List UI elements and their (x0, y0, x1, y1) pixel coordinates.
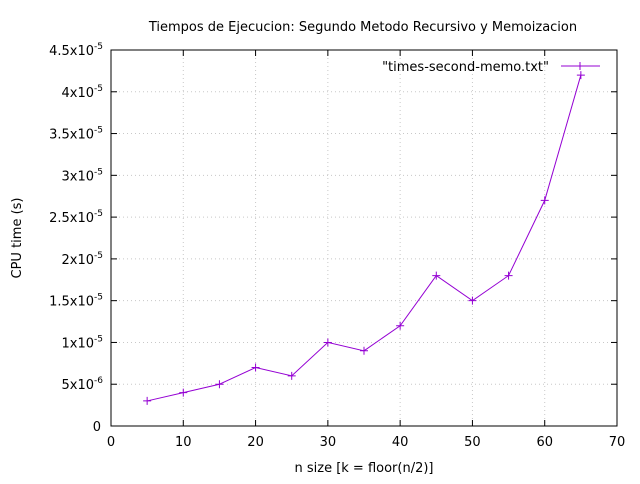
legend: "times-second-memo.txt" (382, 60, 600, 75)
y-tick-mantissa: 1.5x10 (49, 295, 94, 310)
data-point (179, 388, 188, 397)
y-tick-label: 0 (93, 420, 101, 435)
x-tick-label: 10 (175, 435, 192, 450)
data-point (215, 380, 224, 389)
tick-marks (110, 49, 618, 427)
data-point (360, 346, 368, 355)
y-tick-exponent: -5 (94, 84, 103, 94)
data-point (323, 338, 332, 347)
y-tick-exponent: -5 (94, 167, 103, 177)
y-tick-exponent: -5 (94, 42, 103, 52)
y-tick-label: 4.5x10-5 (49, 42, 103, 59)
data-point (504, 271, 513, 280)
y-tick-exponent: -5 (94, 126, 103, 136)
y-tick-mantissa: 2x10 (62, 253, 95, 268)
legend-entry-label: "times-second-memo.txt" (382, 60, 549, 75)
y-tick-exponent: -5 (94, 334, 103, 344)
y-tick-exponent: -6 (94, 376, 103, 386)
data-point (432, 271, 441, 280)
data-point (576, 71, 585, 80)
x-tick-label: 60 (536, 435, 553, 450)
y-tick-mantissa: 0 (93, 420, 101, 435)
y-tick-mantissa: 3.5x10 (49, 128, 94, 143)
x-tick-label: 40 (392, 435, 409, 450)
y-tick-mantissa: 2.5x10 (49, 211, 94, 226)
data-point (251, 363, 260, 372)
data-point (287, 371, 296, 380)
y-tick-mantissa: 4x10 (62, 86, 95, 101)
x-axis-label: n size [k = floor(n/2)] (294, 461, 433, 476)
x-tick-label: 70 (609, 435, 626, 450)
data-point (468, 296, 477, 305)
y-tick-mantissa: 5x10 (62, 378, 95, 393)
chart-title: Tiempos de Ejecucion: Segundo Metodo Rec… (148, 20, 577, 35)
y-tick-label: 2x10-5 (62, 251, 104, 268)
y-tick-exponent: -5 (94, 251, 103, 261)
y-tick-label: 1x10-5 (62, 334, 104, 351)
y-tick-label: 5x10-6 (62, 376, 104, 393)
y-tick-label: 3x10-5 (62, 167, 104, 184)
legend-marker (576, 62, 584, 70)
y-tick-exponent: -5 (94, 209, 103, 219)
data-point (540, 196, 549, 205)
y-axis-tick-labels: 05x10-61x10-51.5x10-52x10-52.5x10-53x10-… (49, 42, 103, 435)
plot-frame (110, 49, 618, 427)
data-point (396, 321, 405, 330)
y-tick-label: 3.5x10-5 (49, 126, 103, 143)
y-tick-label: 4x10-5 (62, 84, 104, 101)
x-tick-label: 20 (247, 435, 264, 450)
y-tick-exponent: -5 (94, 293, 103, 303)
y-tick-label: 1.5x10-5 (49, 293, 103, 310)
y-tick-mantissa: 4.5x10 (49, 44, 94, 59)
x-tick-label: 50 (464, 435, 481, 450)
data-point (143, 396, 152, 405)
y-tick-mantissa: 3x10 (62, 169, 95, 184)
x-axis-tick-labels: 0 10 20 30 40 50 60 70 (107, 435, 625, 450)
series-group (143, 71, 585, 405)
y-axis-label: CPU time (s) (10, 198, 25, 279)
grid-lines (111, 50, 617, 426)
x-tick-label: 30 (320, 435, 337, 450)
y-tick-label: 2.5x10-5 (49, 209, 103, 226)
x-tick-label: 0 (107, 435, 115, 450)
y-tick-mantissa: 1x10 (62, 336, 95, 351)
